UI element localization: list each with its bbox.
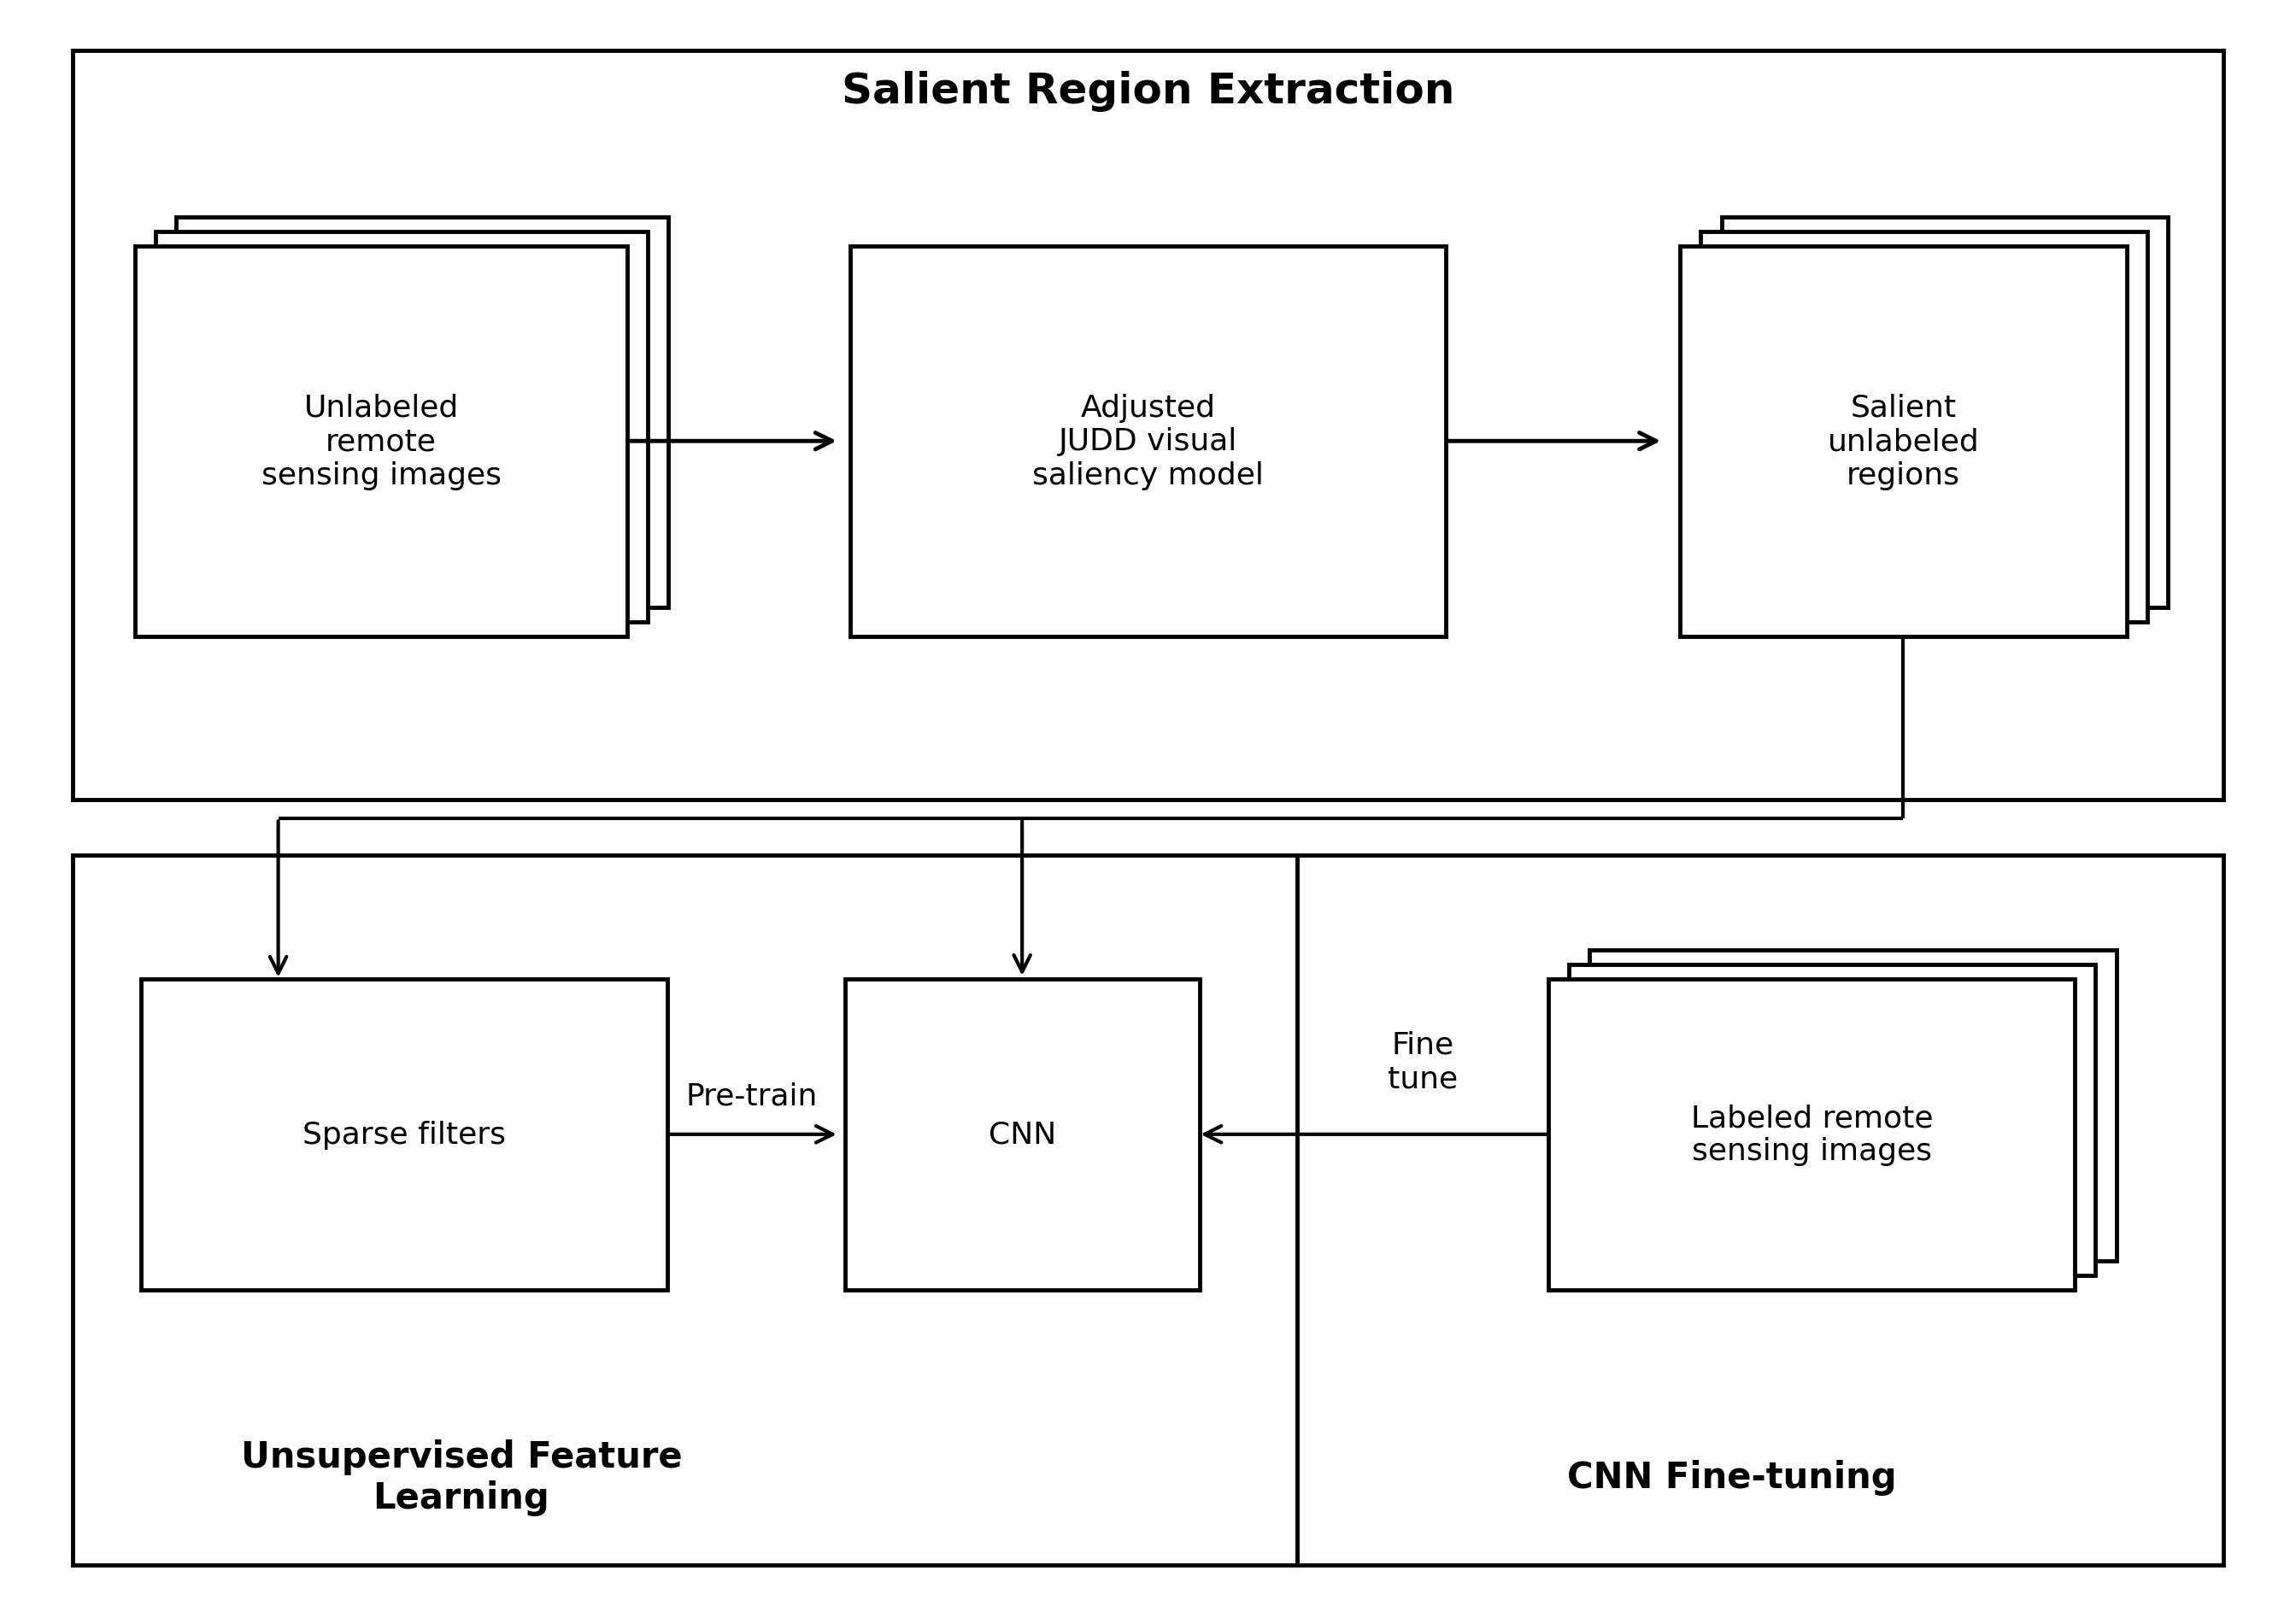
Bar <box>71 51 2225 800</box>
Bar <box>135 246 627 637</box>
Text: Fine
tune: Fine tune <box>1387 1030 1458 1093</box>
Bar <box>845 979 1199 1290</box>
Text: Pre-train: Pre-train <box>687 1082 817 1110</box>
Text: Unlabeled
remote
sensing images: Unlabeled remote sensing images <box>262 394 501 490</box>
Text: CNN: CNN <box>987 1120 1056 1149</box>
Text: Salient Region Extraction: Salient Region Extraction <box>843 70 1453 112</box>
Bar <box>1722 218 2167 608</box>
Bar <box>1297 856 2225 1565</box>
Text: Unsupervised Feature
Learning: Unsupervised Feature Learning <box>241 1438 682 1515</box>
Text: Salient
unlabeled
regions: Salient unlabeled regions <box>1828 394 1979 490</box>
Bar <box>1568 965 2096 1275</box>
Text: CNN Fine-tuning: CNN Fine-tuning <box>1566 1459 1896 1494</box>
Bar <box>850 246 1446 637</box>
Bar <box>1548 979 2076 1290</box>
Text: Sparse filters: Sparse filters <box>303 1120 505 1149</box>
Bar <box>177 218 668 608</box>
Bar <box>71 856 1297 1565</box>
Text: Adjusted
JUDD visual
saliency model: Adjusted JUDD visual saliency model <box>1033 394 1263 490</box>
Bar <box>1589 950 2117 1261</box>
Bar <box>1701 232 2147 622</box>
Text: Labeled remote
sensing images: Labeled remote sensing images <box>1690 1102 1933 1166</box>
Bar <box>156 232 647 622</box>
Bar <box>140 979 668 1290</box>
Bar <box>1681 246 2126 637</box>
